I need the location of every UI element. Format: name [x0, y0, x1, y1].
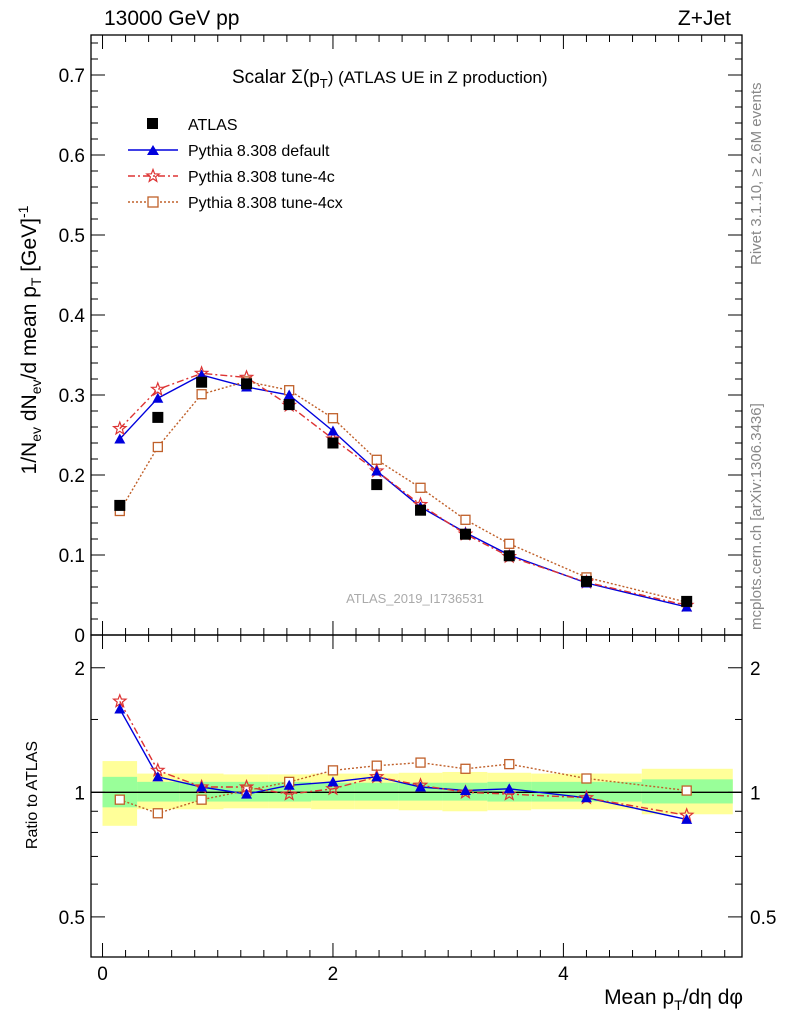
data-point-tune4c [111, 420, 128, 436]
data-point-tune4cx [460, 514, 471, 525]
data-point-atlas [241, 378, 253, 390]
ratio-series-line-default [119, 708, 687, 821]
ratio-series-line-tune4c [119, 700, 687, 816]
legend-entry-tune4c: Pythia 8.308 tune-4c [128, 167, 335, 186]
data-point-default [283, 779, 295, 790]
data-point-tune4cx [371, 454, 382, 465]
data-point-atlas [196, 376, 208, 388]
data-point-atlas [327, 437, 339, 449]
plot-title: Scalar Σ(pT) (ATLAS UE in Z production) [232, 67, 548, 91]
data-point-tune4cx [504, 758, 515, 770]
ytick-label-top: 0.4 [59, 306, 86, 327]
legend-marker-tune4c [145, 167, 161, 183]
series-line-tune4cx [119, 380, 687, 603]
series-line-tune4c [119, 372, 687, 607]
data-point-default [681, 813, 693, 824]
data-point-atlas [580, 575, 592, 587]
top-ylabel: 1/Nev dNev/d mean pT [GeV]-1 [15, 205, 44, 474]
legend-marker-atlas [147, 118, 158, 129]
data-point-default [283, 389, 295, 400]
data-point-tune4cx [196, 794, 207, 805]
data-point-default [114, 433, 126, 444]
ytick-label-ratio: 2 [74, 659, 85, 680]
ytick-label-top: 0.3 [59, 386, 85, 407]
ratio-panel: 0.5 0.5 1 1 2 2 0 2 4 [59, 635, 776, 985]
data-point-default [415, 781, 427, 792]
data-point-tune4c [457, 784, 474, 799]
xaxis-label: Mean pT/dη dφ [604, 986, 743, 1013]
data-point-tune4cx [152, 808, 163, 819]
data-point-default [114, 703, 126, 714]
ytick-label-ratio-right: 0.5 [750, 908, 776, 929]
data-point-default [196, 781, 208, 792]
data-point-default [152, 392, 164, 403]
data-point-default [371, 465, 383, 476]
data-point-tune4cx [196, 389, 207, 400]
data-point-atlas [415, 504, 427, 516]
data-point-tune4c [149, 381, 166, 397]
legend-label-tune4cx: Pythia 8.308 tune-4cx [188, 195, 343, 212]
mcplots-label: mcplots.cern.ch [arXiv:1306.3436] [748, 403, 765, 630]
data-point-tune4cx [327, 765, 339, 776]
data-point-tune4cx [114, 794, 125, 805]
data-point-atlas [114, 499, 126, 511]
data-point-atlas [152, 411, 164, 423]
header-right: Z+Jet [678, 7, 731, 30]
ytick-label-ratio: 0.5 [59, 908, 85, 929]
series-line-default [119, 374, 687, 608]
ratio-ylabel: Ratio to ATLAS [24, 741, 41, 849]
legend-label-atlas: ATLAS [188, 117, 238, 134]
data-point-tune4cx [415, 757, 426, 768]
data-point-tune4cx [327, 413, 339, 424]
legend-marker-default [147, 145, 159, 155]
xtick-label: 4 [558, 964, 569, 985]
ytick-label-top: 0.2 [59, 466, 85, 487]
legend-label-tune4c: Pythia 8.308 tune-4c [188, 169, 335, 186]
ytick-label-top: 0.6 [59, 146, 85, 167]
legend-entry-atlas: ATLAS [147, 117, 238, 134]
legend-entry-tune4cx: Pythia 8.308 tune-4cx [128, 195, 343, 212]
legend-entry-default: Pythia 8.308 default [128, 143, 330, 160]
data-point-atlas [681, 595, 693, 607]
ytick-label-top: 0.1 [59, 546, 85, 567]
data-point-atlas [503, 550, 515, 562]
data-point-tune4c [325, 780, 341, 796]
data-point-default [459, 785, 471, 796]
analysis-watermark: ATLAS_2019_I1736531 [346, 591, 484, 606]
data-point-default [152, 771, 164, 782]
xtick-label: 0 [97, 964, 108, 985]
data-point-tune4cx [504, 538, 515, 549]
data-point-tune4cx [415, 482, 426, 493]
ytick-label-ratio-right: 1 [750, 783, 761, 804]
ytick-label-top: 0.7 [59, 66, 85, 87]
data-point-default [327, 425, 339, 436]
data-point-tune4cx [581, 773, 592, 784]
data-point-default [327, 776, 339, 787]
top-panel: 0 0.1 0.2 0.3 0.4 0.5 0.6 0.7 [59, 35, 742, 647]
legend-label-default: Pythia 8.308 default [188, 143, 330, 160]
data-point-tune4cx [460, 763, 471, 774]
data-point-atlas [459, 528, 471, 540]
ytick-label-top: 0.5 [59, 226, 85, 247]
header-left: 13000 GeV pp [104, 7, 239, 30]
data-point-default [241, 788, 253, 799]
ratio-frame [90, 634, 743, 958]
data-point-tune4cx [152, 441, 163, 453]
data-point-default [371, 771, 383, 782]
data-point-atlas [283, 399, 295, 411]
legend: ATLAS Pythia 8.308 default Pythia 8.308 … [128, 117, 343, 212]
band-inner-bin [354, 782, 399, 801]
xtick-label: 2 [328, 964, 339, 985]
data-point-atlas [371, 479, 383, 491]
data-point-tune4cx [681, 785, 692, 796]
legend-marker-tune4cx [147, 196, 159, 208]
data-point-default [503, 783, 515, 794]
ytick-label-top: 0 [74, 626, 85, 647]
ytick-label-ratio: 1 [74, 783, 85, 804]
data-point-default [580, 792, 592, 803]
ytick-label-ratio-right: 2 [750, 659, 761, 680]
rivet-version-label: Rivet 3.1.10, ≥ 2.6M events [748, 83, 765, 266]
data-point-tune4c [281, 785, 298, 801]
